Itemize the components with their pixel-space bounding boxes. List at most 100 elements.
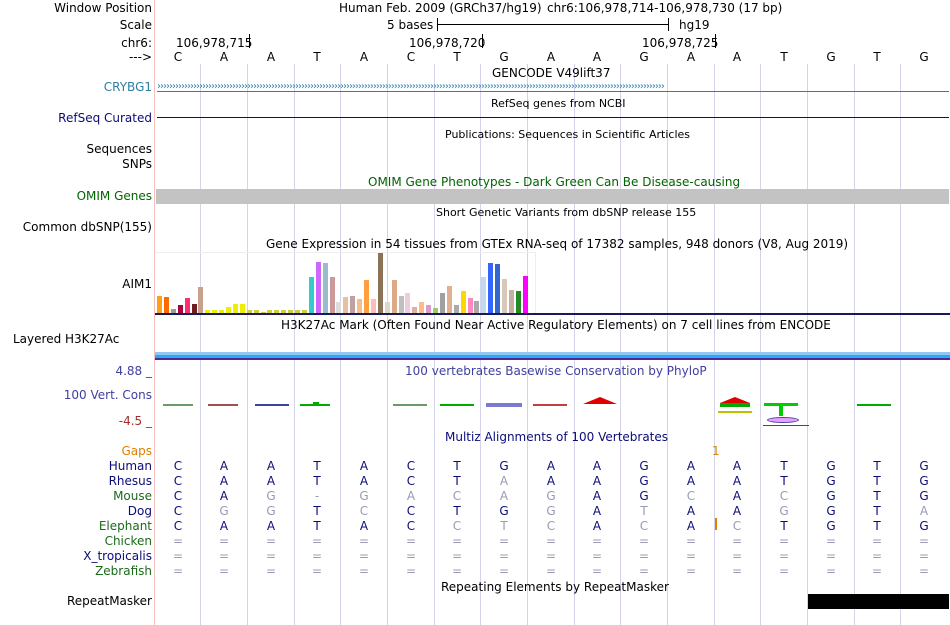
publications-label-sequences[interactable]: Sequences <box>86 142 152 156</box>
repeat-element[interactable] <box>808 594 949 609</box>
gencode-track-title[interactable]: GENCODE V49lift37 <box>492 66 611 80</box>
gtex-tissue-bar[interactable] <box>232 304 238 314</box>
gtex-tissue-bar[interactable] <box>239 304 245 314</box>
refseq-track-title[interactable]: RefSeq genes from NCBI <box>491 97 626 110</box>
h3k27ac-signal[interactable] <box>155 355 950 358</box>
gtex-tissue-bar[interactable] <box>502 279 507 314</box>
multiz-track-title[interactable]: Multiz Alignments of 100 Vertebrates <box>445 430 669 444</box>
alignment-base: = <box>218 549 230 563</box>
gtex-gene-label[interactable]: AIM1 <box>122 277 152 291</box>
base-letter: T <box>313 50 321 64</box>
gtex-tissue-bar[interactable] <box>274 310 280 314</box>
h3k27ac-signal-light[interactable] <box>155 352 950 355</box>
h3k27ac-signal-dark[interactable] <box>155 358 950 360</box>
gtex-tissue-bar[interactable] <box>405 293 411 314</box>
gtex-tissue-bar[interactable] <box>460 291 466 314</box>
gtex-tissue-bar[interactable] <box>481 277 487 314</box>
gtex-tissue-bar[interactable] <box>398 296 404 314</box>
gtex-tissue-bar[interactable] <box>467 298 473 314</box>
position-text[interactable]: chr6:106,978,714-106,978,730 (17 bp) <box>547 1 783 15</box>
species-label[interactable]: Chicken <box>104 534 152 548</box>
gtex-tissue-bar[interactable] <box>212 310 218 314</box>
gtex-tissue-bar[interactable] <box>163 297 169 314</box>
gtex-tissue-bar[interactable] <box>384 302 390 314</box>
gtex-tissue-bar[interactable] <box>433 308 438 314</box>
gtex-tissue-bar[interactable] <box>315 262 321 314</box>
crybg1-gene-feature[interactable]: ››››››››››››››››››››››››››››››››››››››››… <box>157 83 949 92</box>
gtex-tissue-bar[interactable] <box>488 263 494 314</box>
gtex-tissue-bar[interactable] <box>301 310 307 314</box>
gtex-tissue-bar[interactable] <box>446 286 452 314</box>
gtex-tissue-bar[interactable] <box>357 299 363 314</box>
gtex-tissue-bar[interactable] <box>439 293 445 314</box>
base-letter: A <box>732 50 742 64</box>
gtex-tissue-bar[interactable] <box>370 299 376 314</box>
gtex-tissue-bar[interactable] <box>308 277 314 314</box>
species-label[interactable]: Mouse <box>113 489 152 503</box>
gtex-tissue-bar[interactable] <box>343 297 349 314</box>
gtex-tissue-bar[interactable] <box>184 298 190 314</box>
omim-track-label[interactable]: OMIM Genes <box>76 189 152 203</box>
gtex-tissue-bar[interactable] <box>419 302 425 314</box>
gtex-tissue-bar[interactable] <box>219 310 225 314</box>
h3k27ac-track-label[interactable]: Layered H3K27Ac <box>13 332 120 346</box>
refseq-gene-line[interactable] <box>157 117 949 118</box>
omim-track-title[interactable]: OMIM Gene Phenotypes - Dark Green Can Be… <box>368 175 741 189</box>
phylop-peak <box>583 397 617 404</box>
gtex-tissue-bar[interactable] <box>267 310 273 314</box>
gtex-tissue-bar[interactable] <box>253 310 259 314</box>
publications-label-snps[interactable]: SNPs <box>122 157 152 171</box>
gtex-tissue-bar[interactable] <box>474 301 480 314</box>
gtex-tissue-bar[interactable] <box>281 310 287 314</box>
publications-track-title[interactable]: Publications: Sequences in Scientific Ar… <box>445 128 690 141</box>
gtex-tissue-bar[interactable] <box>453 305 459 314</box>
species-label[interactable]: X_tropicalis <box>83 549 152 563</box>
gtex-tissue-bar[interactable] <box>364 280 369 314</box>
gtex-tissue-bar[interactable] <box>205 310 211 314</box>
gtex-tissue-bar[interactable] <box>157 296 162 314</box>
gtex-tissue-bar[interactable] <box>226 307 231 314</box>
dbsnp-track-title[interactable]: Short Genetic Variants from dbSNP releas… <box>436 206 697 219</box>
gtex-tissue-bar[interactable] <box>515 291 521 314</box>
species-label[interactable]: Zebrafish <box>95 564 152 578</box>
species-label[interactable]: Rhesus <box>108 474 152 488</box>
gtex-tissue-bar[interactable] <box>426 305 432 314</box>
phylop-track-label[interactable]: 100 Vert. Cons <box>63 388 152 402</box>
phylop-signal[interactable] <box>155 380 950 430</box>
omim-gene-feature[interactable] <box>156 189 949 204</box>
gtex-tissue-bar[interactable] <box>495 264 501 314</box>
gtex-tissue-bar[interactable] <box>329 277 335 314</box>
alignment-base: A <box>592 504 602 518</box>
species-label[interactable]: Human <box>108 459 152 473</box>
gtex-tissue-bar[interactable] <box>322 263 328 314</box>
h3k27ac-track-title[interactable]: H3K27Ac Mark (Often Found Near Active Re… <box>281 318 831 332</box>
gtex-track-title[interactable]: Gene Expression in 54 tissues from GTEx … <box>266 237 849 251</box>
gtex-tissue-bar[interactable] <box>391 280 397 314</box>
gtex-tissue-bar[interactable] <box>191 304 197 314</box>
phylop-track-title[interactable]: 100 vertebrates Basewise Conservation by… <box>405 364 707 378</box>
gtex-tissue-bar[interactable] <box>198 287 204 314</box>
gtex-tissue-bar[interactable] <box>288 310 294 314</box>
repeatmasker-track-title[interactable]: Repeating Elements by RepeatMasker <box>441 580 669 594</box>
base-gridlines <box>155 64 950 625</box>
repeatmasker-track-label[interactable]: RepeatMasker <box>66 594 152 608</box>
gtex-tissue-bar[interactable] <box>246 310 252 314</box>
gtex-tissue-bar[interactable] <box>508 290 514 314</box>
gtex-tissue-bar[interactable] <box>522 276 528 314</box>
gtex-tissue-bar[interactable] <box>170 309 176 314</box>
alignment-base: T <box>500 519 508 533</box>
species-label[interactable]: Elephant <box>98 519 152 533</box>
gtex-tissue-bar[interactable] <box>177 305 183 314</box>
gtex-tissue-bar[interactable] <box>336 302 342 314</box>
gencode-gene-label[interactable]: CRYBG1 <box>103 80 152 94</box>
gtex-bars[interactable] <box>155 253 535 314</box>
gtex-tissue-bar[interactable] <box>295 310 300 314</box>
gtex-tissue-bar[interactable] <box>377 253 383 314</box>
base-letter: C <box>173 50 183 64</box>
alignment-base: A <box>546 459 556 473</box>
refseq-track-label[interactable]: RefSeq Curated <box>58 111 152 125</box>
gtex-tissue-bar[interactable] <box>412 307 418 314</box>
gtex-tissue-bar[interactable] <box>350 296 356 314</box>
species-label[interactable]: Dog <box>127 504 152 518</box>
dbsnp-track-label[interactable]: Common dbSNP(155) <box>22 220 152 234</box>
